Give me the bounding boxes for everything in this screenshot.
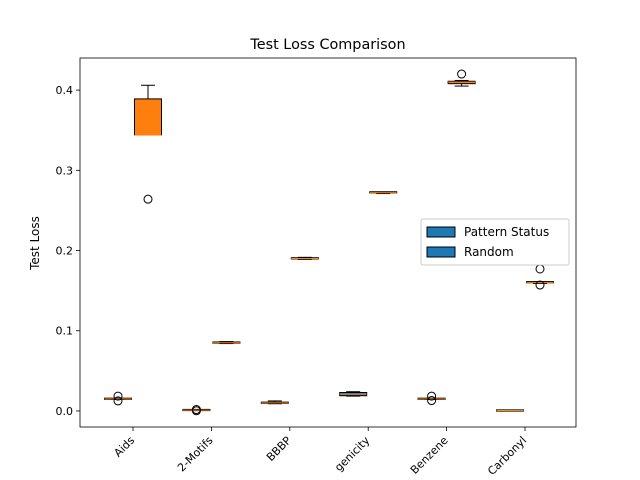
y-axis-label: Test Loss <box>28 216 42 271</box>
outlier-point <box>113 396 123 406</box>
outlier-point <box>427 391 437 401</box>
box <box>134 98 162 136</box>
y-tick-label: 0.1 <box>56 325 74 338</box>
box-random-3 <box>369 191 398 195</box>
y-tick-label: 0.0 <box>56 405 74 418</box>
outlier-point <box>457 69 467 79</box>
box-pattern-status-2 <box>260 400 289 405</box>
box-pattern-status-5 <box>496 409 524 412</box>
legend: Pattern Status Random <box>420 218 570 266</box>
outlier-point <box>113 391 123 401</box>
axes-frame <box>79 57 577 428</box>
legend-frame <box>420 218 570 266</box>
outlier-point <box>535 280 545 290</box>
outlier-point <box>143 194 153 204</box>
box-random-0 <box>134 84 162 204</box>
box-pattern-status-4 <box>417 391 446 406</box>
box-pattern-status-0 <box>104 391 132 406</box>
legend-swatch <box>426 246 456 258</box>
box-random-2 <box>290 256 319 260</box>
outlier-point <box>191 406 201 416</box>
chart-title: Test Loss Comparison <box>249 37 405 53</box>
y-tick-label: 0.4 <box>56 84 74 97</box>
y-tick-label: 0.2 <box>56 245 74 258</box>
legend-label: Pattern Status <box>464 225 549 239</box>
box-pattern-status-3 <box>339 391 368 397</box>
box-pattern-status-1 <box>182 405 211 416</box>
box-random-1 <box>212 341 241 345</box>
box-random-4 <box>447 69 476 87</box>
legend-swatch <box>426 226 456 238</box>
legend-label: Random <box>464 245 514 259</box>
y-tick-label: 0.3 <box>56 164 74 177</box>
box-random-5 <box>526 264 554 290</box>
outlier-point <box>427 396 437 406</box>
